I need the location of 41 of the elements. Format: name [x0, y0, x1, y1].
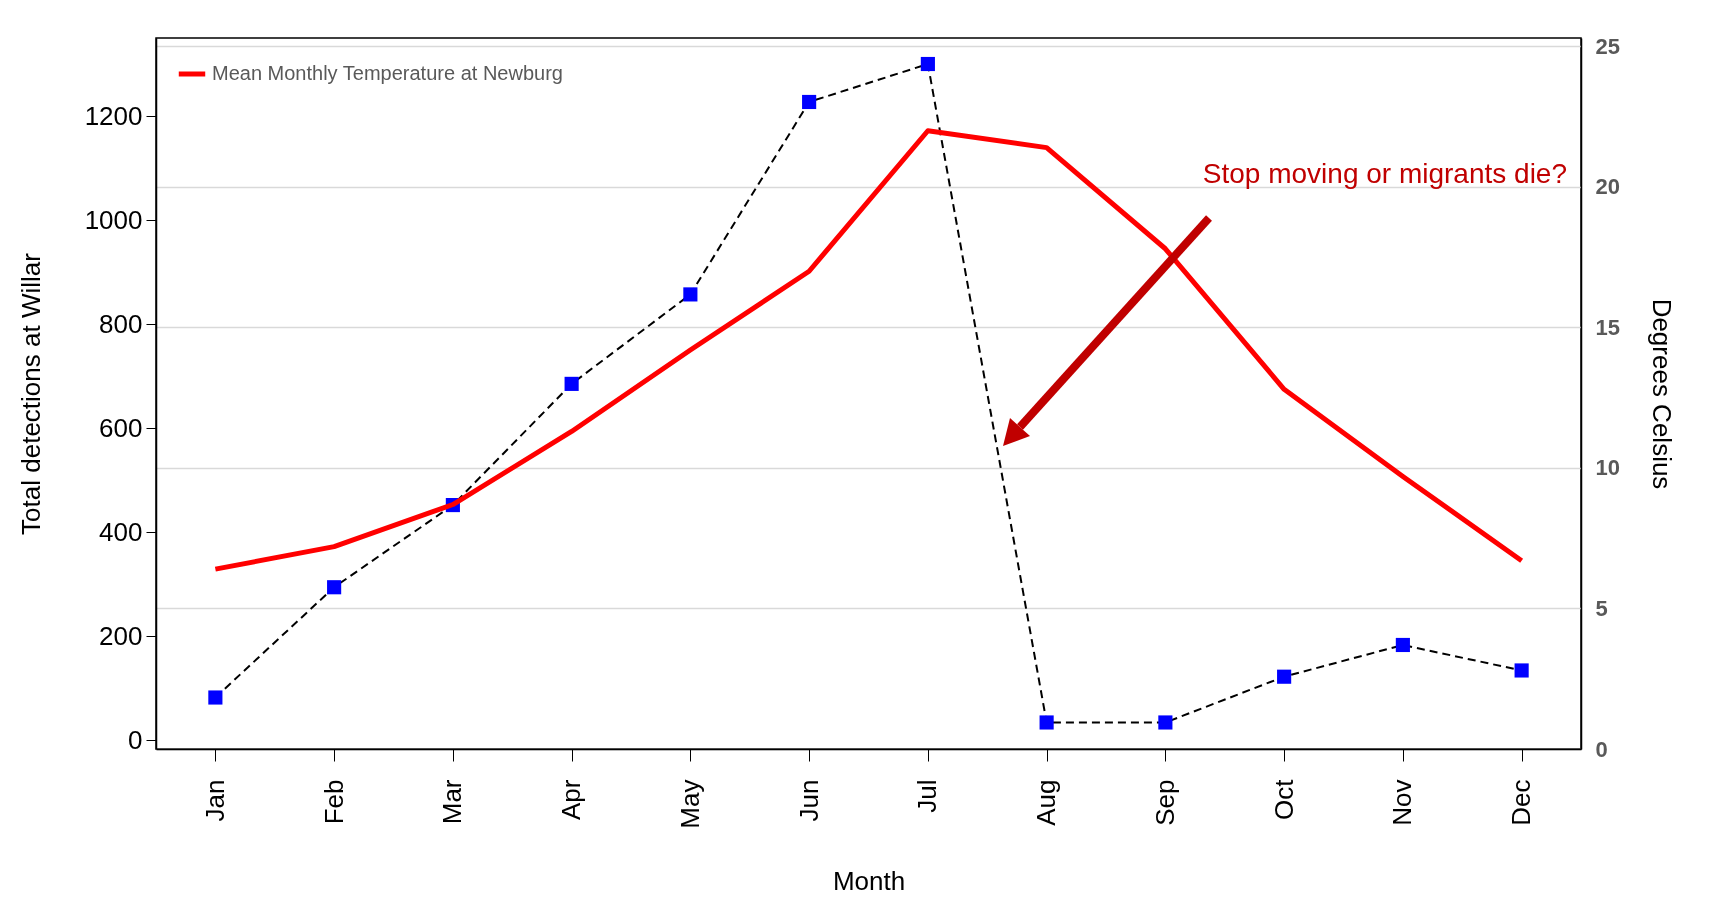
point [802, 94, 817, 110]
point [208, 690, 223, 705]
x-tick-label: Aug [1031, 779, 1062, 826]
point [1277, 669, 1292, 684]
point [1158, 715, 1173, 730]
y2-tick-label: 10 [1595, 455, 1620, 481]
y-tick-label: 800 [99, 308, 143, 339]
x-tick-label: Oct [1268, 778, 1299, 820]
y2-tick-label: 20 [1595, 174, 1620, 200]
y-axis-title: Total detections at Willar [15, 252, 46, 535]
x-tick-label: Feb [318, 779, 349, 825]
annotation: Stop moving or migrants die? [1202, 158, 1567, 189]
point [1395, 637, 1410, 653]
point [564, 376, 579, 391]
x-tick-label: Dec [1506, 779, 1537, 826]
y-tick-label: 600 [99, 412, 143, 443]
y-tick-label: 1200 [84, 100, 143, 131]
y2-tick-label: 25 [1595, 33, 1620, 59]
y2-tick-label: 5 [1595, 595, 1608, 621]
y-tick-label: 1000 [84, 204, 143, 235]
point [327, 580, 342, 595]
y2-axis-title: Degrees Celsius [1646, 298, 1677, 490]
point [1514, 663, 1529, 678]
y2-tick-label: 15 [1595, 314, 1620, 340]
point [1039, 715, 1054, 730]
x-tick-label: May [674, 779, 705, 829]
x-tick-label: Apr [556, 779, 587, 820]
x-tick-label: Mar [437, 779, 468, 825]
point [683, 287, 698, 302]
x-axis-title: Month [832, 865, 906, 896]
x-tick-label: Jan [199, 779, 230, 822]
y2-tick-label: 0 [1595, 736, 1608, 762]
y-tick-label: 0 [128, 724, 143, 755]
point [920, 56, 935, 72]
y-tick-label: 200 [99, 620, 143, 651]
legend-label: Mean Monthly Temperature at Newburg [212, 62, 563, 84]
x-tick-label: Jun [793, 779, 824, 822]
y-tick-label: 400 [99, 516, 143, 547]
x-tick-label: Sep [1149, 779, 1180, 826]
x-tick-label: Jul [912, 779, 943, 813]
x-tick-label: Nov [1387, 779, 1418, 826]
